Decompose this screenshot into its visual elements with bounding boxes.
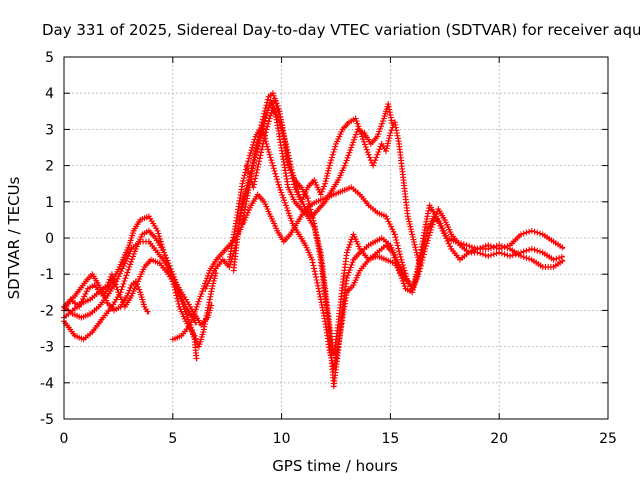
series-track-e bbox=[61, 271, 151, 315]
plus-markers bbox=[169, 184, 566, 343]
y-tick-label: -2 bbox=[40, 303, 54, 319]
y-tick-label: 2 bbox=[45, 159, 54, 175]
x-tick-label: 5 bbox=[168, 431, 177, 447]
series-track-k bbox=[243, 101, 395, 220]
plus-markers bbox=[230, 90, 412, 390]
plus-markers bbox=[243, 101, 395, 220]
y-tick-label: -3 bbox=[40, 340, 54, 356]
series-line bbox=[228, 125, 565, 369]
plus-markers bbox=[226, 122, 565, 372]
y-tick-label: 0 bbox=[45, 231, 54, 247]
y-tick-label: -1 bbox=[40, 267, 54, 283]
x-tick-label: 0 bbox=[60, 431, 69, 447]
y-axis-label: SDTVAR / TECUs bbox=[5, 176, 23, 299]
y-tick-label: 1 bbox=[45, 195, 54, 211]
x-tick-label: 25 bbox=[599, 431, 617, 447]
y-tick-label: 3 bbox=[45, 122, 54, 138]
y-tick-label: -5 bbox=[40, 412, 54, 428]
series-line bbox=[172, 186, 565, 341]
x-tick-label: 20 bbox=[490, 431, 508, 447]
x-axis-label: GPS time / hours bbox=[272, 457, 398, 475]
x-tick-label: 10 bbox=[273, 431, 291, 447]
y-tick-label: 5 bbox=[45, 50, 54, 66]
data-series bbox=[61, 90, 566, 390]
y-tick-label: -4 bbox=[40, 376, 54, 392]
axis-ticks: 0 5 10 15 20 25 -5 -4 -3 -2 -1 0 1 2 3 4 5 bbox=[40, 50, 617, 447]
series-track-h bbox=[226, 122, 565, 372]
series-track-f bbox=[169, 184, 566, 343]
chart-title: Day 331 of 2025, Sidereal Day-to-day VTE… bbox=[42, 21, 640, 39]
x-tick-label: 15 bbox=[381, 431, 399, 447]
y-tick-label: 4 bbox=[45, 86, 54, 102]
series-track-i bbox=[230, 90, 412, 390]
